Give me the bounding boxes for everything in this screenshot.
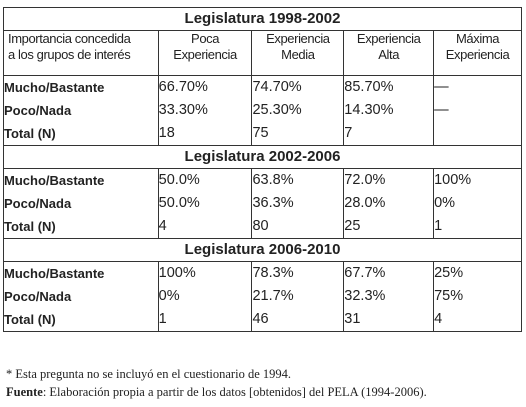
source-text: : Elaboración propia a partir de los dat… (42, 385, 427, 399)
values-poca-experiencia: 66.70% 33.30% 18 (157, 75, 253, 146)
table-row: Mucho/Bastante Poco/Nada Total (N) 100% … (3, 261, 522, 332)
results-table: Legislatura 1998-2002 Importancia conced… (3, 7, 522, 332)
values-maxima-experiencia: 100% 0% 1 (433, 168, 522, 239)
row-labels: Mucho/Bastante Poco/Nada Total (N) (3, 168, 159, 239)
column-header-importance: Importancia concedida a los grupos de in… (3, 30, 159, 76)
values-experiencia-media: 78.3% 21.7% 46 (251, 261, 345, 332)
column-header-maxima-experiencia: Máxima Experiencia (433, 30, 522, 76)
column-header-experiencia-media: Experiencia Media (251, 30, 345, 76)
table-row: Mucho/Bastante Poco/Nada Total (N) 66.70… (3, 75, 522, 146)
section-header-row: Legislatura 1998-2002 (3, 7, 522, 31)
values-maxima-experiencia: — — (433, 75, 522, 146)
section-title: Legislatura 1998-2002 (3, 7, 522, 31)
values-experiencia-media: 63.8% 36.3% 80 (251, 168, 345, 239)
source-label: Fuente (6, 385, 43, 399)
section-header-row: Legislatura 2006-2010 (3, 238, 522, 262)
column-header-poca-experiencia: Poca Experiencia (157, 30, 253, 76)
row-labels: Mucho/Bastante Poco/Nada Total (N) (3, 75, 159, 146)
values-experiencia-alta: 72.0% 28.0% 25 (343, 168, 435, 239)
column-header-experiencia-alta: Experiencia Alta (343, 30, 435, 76)
values-experiencia-media: 74.70% 25.30% 75 (251, 75, 345, 146)
section-title: Legislatura 2002-2006 (3, 145, 522, 169)
column-header-row: Importancia concedida a los grupos de in… (3, 30, 522, 76)
source-note: Fuente: Elaboración propia a partir de l… (6, 385, 427, 400)
row-labels: Mucho/Bastante Poco/Nada Total (N) (3, 261, 159, 332)
values-experiencia-alta: 85.70% 14.30% 7 (343, 75, 435, 146)
values-poca-experiencia: 100% 0% 1 (157, 261, 253, 332)
table-row: Mucho/Bastante Poco/Nada Total (N) 50.0%… (3, 168, 522, 239)
values-experiencia-alta: 67.7% 32.3% 31 (343, 261, 435, 332)
values-maxima-experiencia: 25% 75% 4 (433, 261, 522, 332)
footnote: * Esta pregunta no se incluyó en el cues… (6, 367, 291, 381)
values-poca-experiencia: 50.0% 50.0% 4 (157, 168, 253, 239)
section-header-row: Legislatura 2002-2006 (3, 145, 522, 169)
section-title: Legislatura 2006-2010 (3, 238, 522, 262)
